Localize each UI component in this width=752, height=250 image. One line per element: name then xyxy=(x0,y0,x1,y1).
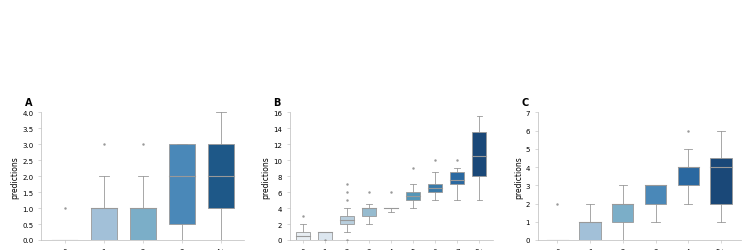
Bar xyxy=(296,232,310,240)
Bar xyxy=(678,167,699,186)
Bar xyxy=(580,222,601,240)
Bar xyxy=(340,216,354,224)
Bar xyxy=(711,158,732,204)
Bar xyxy=(406,192,420,200)
Text: C: C xyxy=(521,98,529,108)
Y-axis label: predictions: predictions xyxy=(514,155,523,198)
Bar xyxy=(169,145,195,224)
Bar xyxy=(362,208,376,216)
Bar xyxy=(130,208,156,240)
Bar xyxy=(645,186,666,204)
Bar xyxy=(91,208,117,240)
Bar xyxy=(428,184,442,192)
Text: B: B xyxy=(273,98,280,108)
Bar xyxy=(208,145,234,208)
Text: A: A xyxy=(25,98,32,108)
Bar xyxy=(317,232,332,240)
Y-axis label: predictions: predictions xyxy=(11,155,20,198)
Bar xyxy=(612,204,633,222)
Bar xyxy=(472,133,487,176)
Bar xyxy=(450,172,465,184)
Y-axis label: predictions: predictions xyxy=(261,155,270,198)
